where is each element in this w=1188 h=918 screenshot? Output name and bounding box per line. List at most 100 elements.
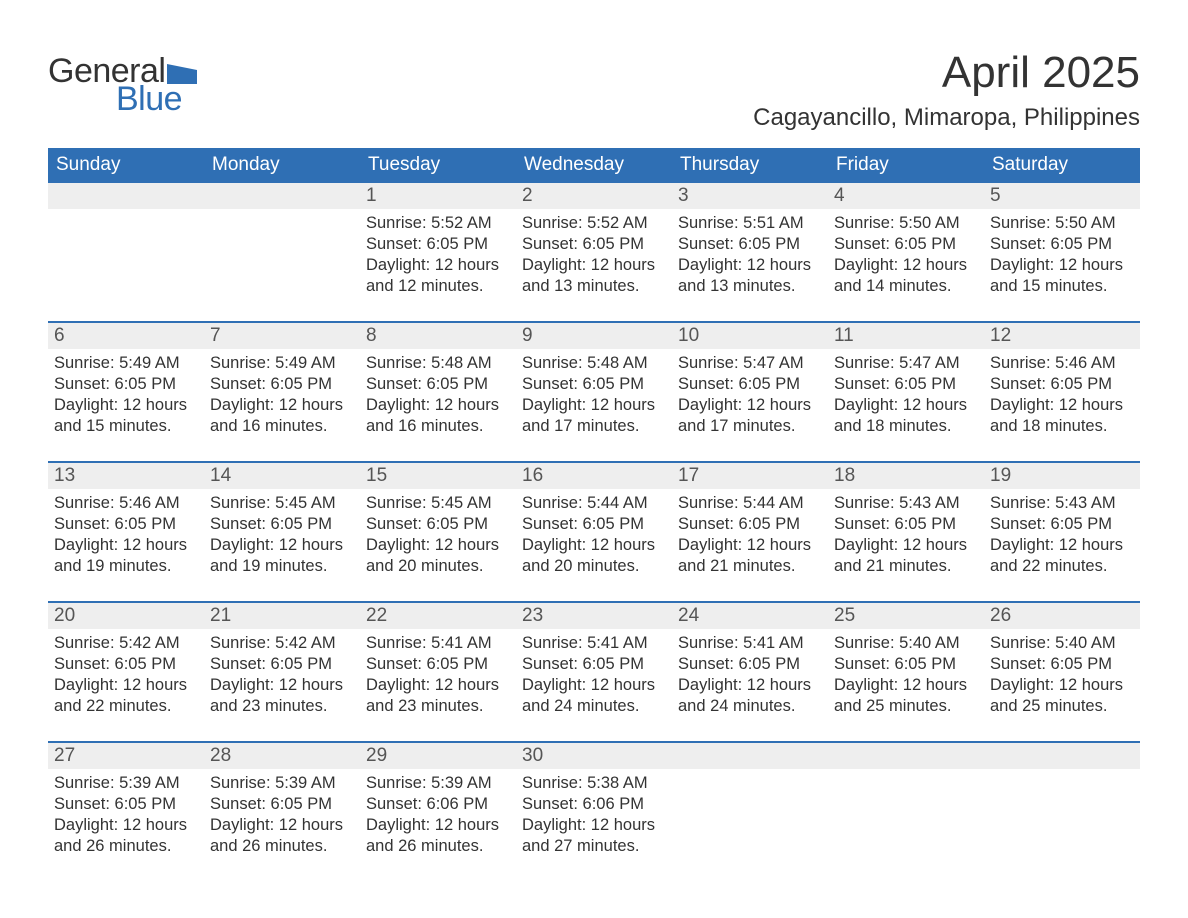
day-daylight1: Daylight: 12 hours (522, 675, 666, 696)
day-daylight2: and 17 minutes. (522, 416, 666, 437)
calendar-cell: 27Sunrise: 5:39 AMSunset: 6:05 PMDayligh… (48, 743, 204, 867)
day-daylight2: and 18 minutes. (990, 416, 1134, 437)
day-body: Sunrise: 5:42 AMSunset: 6:05 PMDaylight:… (204, 629, 360, 727)
day-sunset: Sunset: 6:05 PM (834, 654, 978, 675)
day-daylight1: Daylight: 12 hours (678, 535, 822, 556)
day-sunset: Sunset: 6:05 PM (210, 654, 354, 675)
day-body: Sunrise: 5:39 AMSunset: 6:06 PMDaylight:… (360, 769, 516, 867)
day-daylight2: and 25 minutes. (990, 696, 1134, 717)
day-sunrise: Sunrise: 5:52 AM (366, 213, 510, 234)
calendar-week: 6Sunrise: 5:49 AMSunset: 6:05 PMDaylight… (48, 321, 1140, 447)
day-daylight1: Daylight: 12 hours (366, 255, 510, 276)
day-sunset: Sunset: 6:05 PM (990, 234, 1134, 255)
calendar-cell: 3Sunrise: 5:51 AMSunset: 6:05 PMDaylight… (672, 183, 828, 307)
day-sunset: Sunset: 6:05 PM (678, 374, 822, 395)
calendar-cell: 2Sunrise: 5:52 AMSunset: 6:05 PMDaylight… (516, 183, 672, 307)
day-number: 22 (360, 603, 516, 629)
day-sunrise: Sunrise: 5:39 AM (366, 773, 510, 794)
day-body: Sunrise: 5:46 AMSunset: 6:05 PMDaylight:… (984, 349, 1140, 447)
day-sunrise: Sunrise: 5:50 AM (834, 213, 978, 234)
day-daylight1: Daylight: 12 hours (366, 815, 510, 836)
calendar-cell: 24Sunrise: 5:41 AMSunset: 6:05 PMDayligh… (672, 603, 828, 727)
day-number: 30 (516, 743, 672, 769)
day-sunset: Sunset: 6:05 PM (990, 654, 1134, 675)
day-sunset: Sunset: 6:05 PM (990, 374, 1134, 395)
day-sunset: Sunset: 6:05 PM (522, 514, 666, 535)
day-number: 18 (828, 463, 984, 489)
day-number: 1 (360, 183, 516, 209)
day-sunset: Sunset: 6:06 PM (522, 794, 666, 815)
day-number: 16 (516, 463, 672, 489)
title-block: April 2025 Cagayancillo, Mimaropa, Phili… (753, 48, 1140, 132)
day-sunset: Sunset: 6:05 PM (522, 374, 666, 395)
calendar-cell: 10Sunrise: 5:47 AMSunset: 6:05 PMDayligh… (672, 323, 828, 447)
day-daylight2: and 26 minutes. (54, 836, 198, 857)
day-sunrise: Sunrise: 5:38 AM (522, 773, 666, 794)
day-sunset: Sunset: 6:05 PM (210, 794, 354, 815)
day-daylight1: Daylight: 12 hours (210, 675, 354, 696)
day-sunrise: Sunrise: 5:48 AM (522, 353, 666, 374)
day-number: 5 (984, 183, 1140, 209)
calendar-week: 27Sunrise: 5:39 AMSunset: 6:05 PMDayligh… (48, 741, 1140, 867)
day-daylight2: and 22 minutes. (990, 556, 1134, 577)
day-daylight2: and 17 minutes. (678, 416, 822, 437)
header: General Blue April 2025 Cagayancillo, Mi… (48, 48, 1140, 132)
day-daylight1: Daylight: 12 hours (522, 255, 666, 276)
calendar-cell: 1Sunrise: 5:52 AMSunset: 6:05 PMDaylight… (360, 183, 516, 307)
calendar-cell: 29Sunrise: 5:39 AMSunset: 6:06 PMDayligh… (360, 743, 516, 867)
weekday-header: Sunday (48, 148, 204, 183)
day-sunset: Sunset: 6:05 PM (990, 514, 1134, 535)
day-daylight1: Daylight: 12 hours (990, 535, 1134, 556)
calendar-cell: 19Sunrise: 5:43 AMSunset: 6:05 PMDayligh… (984, 463, 1140, 587)
day-sunrise: Sunrise: 5:44 AM (522, 493, 666, 514)
day-daylight2: and 21 minutes. (678, 556, 822, 577)
day-number: 27 (48, 743, 204, 769)
calendar-cell: 23Sunrise: 5:41 AMSunset: 6:05 PMDayligh… (516, 603, 672, 727)
calendar-cell: 16Sunrise: 5:44 AMSunset: 6:05 PMDayligh… (516, 463, 672, 587)
day-daylight1: Daylight: 12 hours (990, 255, 1134, 276)
day-number: 21 (204, 603, 360, 629)
calendar-cell: 4Sunrise: 5:50 AMSunset: 6:05 PMDaylight… (828, 183, 984, 307)
weeks-container: 1Sunrise: 5:52 AMSunset: 6:05 PMDaylight… (48, 183, 1140, 867)
day-number: 24 (672, 603, 828, 629)
day-daylight1: Daylight: 12 hours (834, 675, 978, 696)
calendar-cell: 28Sunrise: 5:39 AMSunset: 6:05 PMDayligh… (204, 743, 360, 867)
day-sunrise: Sunrise: 5:40 AM (834, 633, 978, 654)
day-daylight2: and 27 minutes. (522, 836, 666, 857)
day-daylight2: and 26 minutes. (210, 836, 354, 857)
day-body: Sunrise: 5:50 AMSunset: 6:05 PMDaylight:… (828, 209, 984, 307)
day-sunrise: Sunrise: 5:50 AM (990, 213, 1134, 234)
day-sunset: Sunset: 6:05 PM (522, 234, 666, 255)
day-body: Sunrise: 5:39 AMSunset: 6:05 PMDaylight:… (204, 769, 360, 867)
day-daylight1: Daylight: 12 hours (522, 815, 666, 836)
day-daylight1: Daylight: 12 hours (210, 815, 354, 836)
day-body: Sunrise: 5:49 AMSunset: 6:05 PMDaylight:… (204, 349, 360, 447)
day-daylight2: and 16 minutes. (210, 416, 354, 437)
day-number: 17 (672, 463, 828, 489)
calendar-cell: 30 Sunrise: 5:38 AMSunset: 6:06 PMDayligh… (516, 743, 672, 867)
calendar-cell: 20Sunrise: 5:42 AMSunset: 6:05 PMDayligh… (48, 603, 204, 727)
day-sunset: Sunset: 6:05 PM (366, 654, 510, 675)
day-daylight2: and 20 minutes. (366, 556, 510, 577)
calendar-cell (672, 743, 828, 867)
day-daylight2: and 19 minutes. (210, 556, 354, 577)
day-daylight1: Daylight: 12 hours (366, 535, 510, 556)
calendar-cell: 18Sunrise: 5:43 AMSunset: 6:05 PMDayligh… (828, 463, 984, 587)
day-daylight2: and 21 minutes. (834, 556, 978, 577)
day-body: Sunrise: 5:50 AMSunset: 6:05 PMDaylight:… (984, 209, 1140, 307)
day-body: Sunrise: 5:47 AMSunset: 6:05 PMDaylight:… (672, 349, 828, 447)
calendar-cell: 17Sunrise: 5:44 AMSunset: 6:05 PMDayligh… (672, 463, 828, 587)
day-number: 23 (516, 603, 672, 629)
day-body: Sunrise: 5:41 AMSunset: 6:05 PMDaylight:… (672, 629, 828, 727)
weekday-header-row: Sunday Monday Tuesday Wednesday Thursday… (48, 148, 1140, 183)
day-sunrise: Sunrise: 5:48 AM (366, 353, 510, 374)
day-body: Sunrise: 5:45 AMSunset: 6:05 PMDaylight:… (360, 489, 516, 587)
day-sunset: Sunset: 6:05 PM (834, 234, 978, 255)
day-sunrise: Sunrise: 5:44 AM (678, 493, 822, 514)
calendar-cell: 8Sunrise: 5:48 AMSunset: 6:05 PMDaylight… (360, 323, 516, 447)
day-sunrise: Sunrise: 5:40 AM (990, 633, 1134, 654)
day-number: 6 (48, 323, 204, 349)
weekday-header: Saturday (984, 148, 1140, 183)
day-number: 19 (984, 463, 1140, 489)
day-sunset: Sunset: 6:05 PM (678, 234, 822, 255)
